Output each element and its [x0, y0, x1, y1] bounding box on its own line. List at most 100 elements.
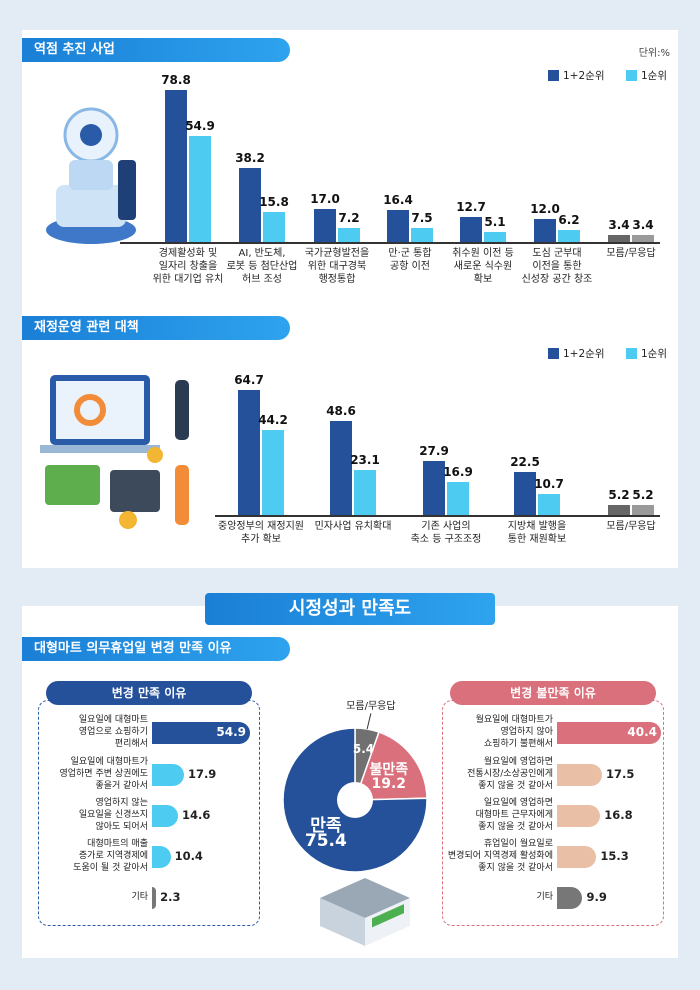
- illustration: [320, 878, 410, 946]
- value-label: 3.4: [632, 218, 654, 233]
- category-label: 경제활성화 및 일자리 창출을 위한 대기업 유치: [152, 248, 224, 285]
- category-label: 국가균형발전을 위한 대구경북 행정통합: [304, 248, 370, 285]
- illustration: [46, 107, 136, 244]
- bar: [538, 494, 560, 515]
- bar: [557, 887, 583, 909]
- value-label: 40.4: [627, 725, 657, 739]
- bar: [557, 764, 603, 786]
- bar: [262, 429, 284, 515]
- bar: [534, 218, 556, 242]
- category-label: 기타: [536, 892, 553, 903]
- section-tab: 역점 추진 사업: [22, 38, 290, 62]
- category-label: 만·군 통합 공항 이전: [388, 248, 432, 272]
- bar: [387, 210, 409, 242]
- category-label: 중앙정부의 재정지원 추가 확보: [218, 521, 304, 545]
- value-label: 64.7: [234, 373, 264, 388]
- legend-label: 1순위: [641, 348, 668, 360]
- slice-name: 불만족: [369, 762, 409, 779]
- section-tab: 대형마트 의무휴업일 변경 만족 이유: [22, 637, 290, 661]
- legend-swatch: [626, 348, 637, 359]
- bar: [557, 846, 597, 868]
- category-label: 모름/무응답: [606, 248, 656, 259]
- bar: [447, 482, 469, 515]
- value-label: 48.6: [326, 404, 356, 419]
- value-label: 9.9: [586, 890, 607, 904]
- slice-value: 19.2: [371, 776, 407, 793]
- value-label: 6.2: [558, 213, 580, 228]
- box-header: 변경 만족 이유: [46, 681, 252, 705]
- value-label: 16.4: [383, 193, 413, 208]
- axis-line: [215, 515, 660, 517]
- legend-swatch: [548, 70, 559, 81]
- value-label: 7.2: [338, 211, 360, 226]
- value-label: 78.8: [161, 72, 191, 87]
- slice-value: 5.4: [352, 742, 375, 757]
- illustration: [40, 375, 189, 529]
- box-header: 변경 불만족 이유: [450, 681, 656, 705]
- section-tab: 재정운영 관련 대책: [22, 316, 290, 340]
- value-label: 5.1: [484, 215, 506, 230]
- bar: [152, 764, 184, 786]
- category-label: 민자사업 유치확대: [314, 521, 392, 532]
- bar: [239, 168, 261, 242]
- bar: [338, 228, 360, 242]
- bar: [152, 846, 171, 868]
- value-label: 5.2: [608, 487, 630, 502]
- category-label: 일요일에 대형마트가 영업하면 주변 상권에도 좋을거 같아서: [59, 757, 148, 791]
- legend-label: 1순위: [641, 70, 668, 82]
- unit-label: 단위:%: [638, 48, 670, 59]
- value-label: 23.1: [350, 453, 380, 468]
- section-banner: 시정성과 만족도: [205, 593, 495, 625]
- legend-swatch: [548, 348, 559, 359]
- value-label: 5.2: [632, 487, 654, 502]
- legend-label: 1+2순위: [563, 70, 605, 82]
- value-label: 38.2: [235, 151, 265, 166]
- category-label: 일요일에 영업하면 대형마트 근무자에게 좋지 않을 것 같아서: [475, 798, 553, 832]
- slice-name: 모름/무응답: [346, 701, 396, 713]
- value-label: 12.0: [530, 201, 560, 216]
- value-label: 17.0: [310, 192, 340, 207]
- value-label: 27.9: [419, 444, 449, 459]
- value-label: 10.4: [174, 849, 203, 863]
- bar: [330, 421, 352, 515]
- category-label: 월요일에 영업하면 전통시장/소상공인에게 좋지 않을 것 같아서: [467, 757, 553, 791]
- value-label: 15.8: [259, 194, 289, 209]
- bar: [608, 235, 630, 242]
- category-label: AI, 반도체, 로봇 등 첨단산업 허브 조성: [226, 248, 298, 285]
- value-label: 14.6: [182, 808, 211, 822]
- bar: [514, 471, 536, 515]
- value-label: 17.9: [187, 767, 217, 781]
- bar: [152, 805, 179, 827]
- bar: [484, 232, 506, 242]
- value-label: 44.2: [258, 412, 288, 427]
- bar: [423, 461, 445, 515]
- bar: [557, 805, 601, 827]
- bar: [460, 217, 482, 242]
- value-label: 17.5: [606, 767, 635, 781]
- value-label: 54.9: [216, 725, 246, 739]
- value-label: 2.3: [160, 890, 181, 904]
- category-label: 도심 군부대 이전을 통한 신성장 공간 창조: [521, 248, 593, 285]
- bar: [632, 504, 654, 515]
- category-label: 일요일에 대형마트 영업으로 쇼핑하기 편리해서: [78, 715, 148, 749]
- slice-name: 만족: [310, 815, 342, 836]
- category-label: 대형마트의 매출 증가로 지역경제에 도움이 될 것 같아서: [73, 839, 148, 873]
- bar: [152, 887, 157, 909]
- category-label: 기존 사업의 축소 등 구조조정: [410, 521, 482, 545]
- bar: [411, 227, 433, 242]
- axis-line: [120, 242, 660, 244]
- category-label: 기타: [131, 892, 148, 903]
- legend-swatch: [626, 70, 637, 81]
- value-label: 15.3: [600, 849, 629, 863]
- bar: [354, 470, 376, 515]
- value-label: 10.7: [534, 477, 564, 492]
- bar: [165, 89, 187, 242]
- category-label: 월요일에 대형마트가 영업하지 않아 쇼핑하기 불편해서: [475, 715, 553, 749]
- category-label: 휴업일이 월요일로 변경되어 지역경제 활성화에 좋지 않을 것 같아서: [447, 839, 553, 873]
- bar: [189, 136, 211, 242]
- value-label: 16.8: [604, 808, 633, 822]
- slice-value: 75.4: [304, 830, 347, 851]
- bar: [558, 230, 580, 242]
- category-label: 취수원 이전 등 새로운 식수원 확보: [452, 248, 514, 285]
